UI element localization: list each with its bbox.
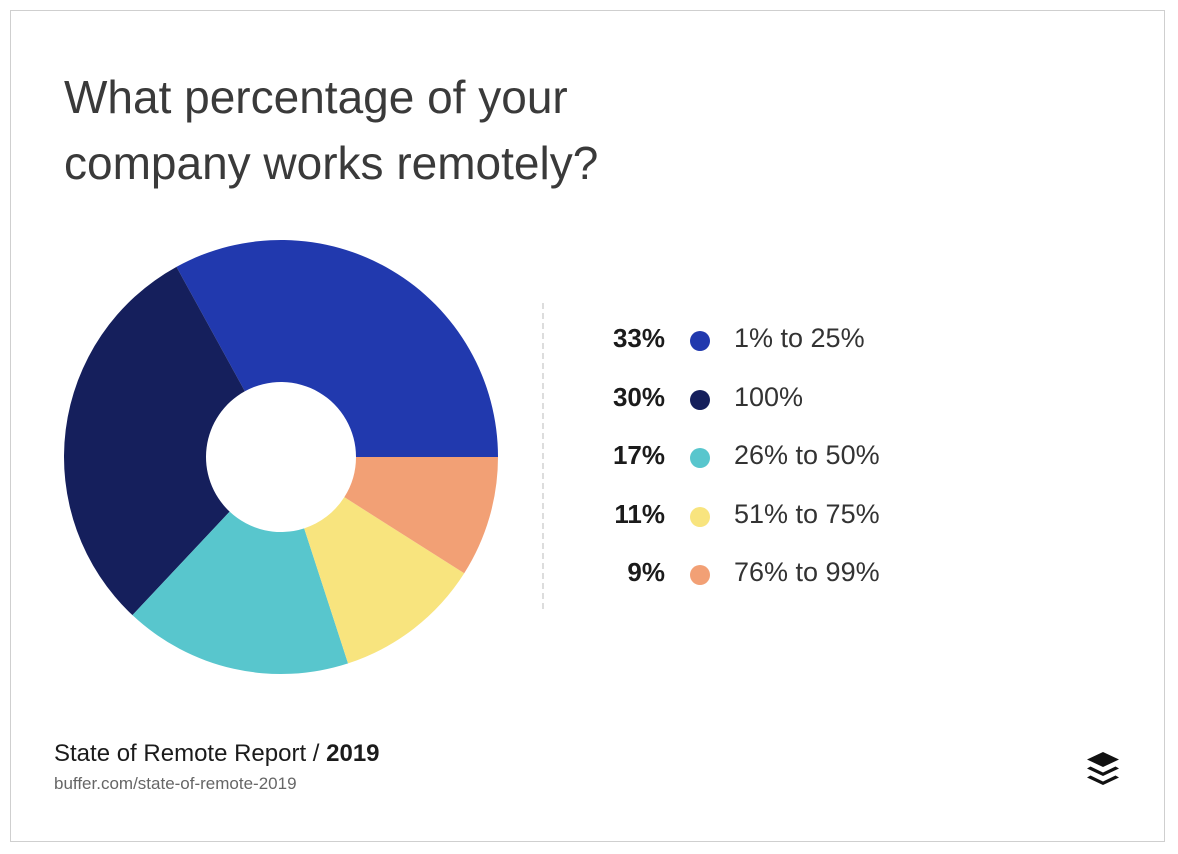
chart-title: What percentage of your company works re…: [64, 64, 684, 196]
legend-value: 33%: [612, 323, 665, 353]
legend-label: 100%: [734, 381, 804, 412]
donut-slice-2: [63, 266, 245, 616]
source-name: State of Remote Report /: [54, 740, 327, 767]
source-title: State of Remote Report / 2019: [54, 740, 380, 768]
donut-slice-5: [344, 457, 498, 574]
legend-color-dot: [690, 506, 710, 527]
legend-label: 51% to 75%: [734, 498, 880, 529]
legend-color-dot: [690, 565, 710, 585]
legend-color-dot: [690, 389, 710, 410]
donut-slice-3: [132, 511, 349, 674]
legend-item: 17% 26% to 50%: [590, 429, 920, 488]
legend-label: 26% to 50%: [734, 440, 880, 470]
legend-value: 17%: [612, 440, 665, 470]
donut-slice-1: [176, 239, 499, 457]
legend-label: 76% to 99%: [734, 557, 880, 587]
source-url: buffer.com/state-of-remote-2019: [54, 774, 297, 793]
legend-item: 11% 51% to 75%: [590, 488, 920, 547]
legend-item: 33% 1% to 25%: [590, 312, 920, 371]
legend-item: 9% 76% to 99%: [590, 546, 920, 605]
legend-value: 9%: [627, 557, 665, 587]
legend-color-dot: [690, 331, 710, 351]
legend-color-dot: [690, 448, 710, 468]
chart-title-line-2: company works remotely?: [64, 137, 599, 189]
legend-value: 11%: [614, 498, 665, 529]
chart-divider: [542, 303, 544, 609]
chart-title-line-1: What percentage of your: [64, 71, 568, 123]
source-year: 2019: [326, 740, 380, 767]
buffer-logo-icon: [1087, 752, 1119, 785]
legend-value: 30%: [612, 381, 665, 412]
donut-chart: [63, 239, 499, 674]
donut-slice-4: [304, 497, 465, 664]
legend: 33% 1% to 25% 30% 100% 17% 26% to 50% 11% 51% t…: [590, 312, 920, 605]
legend-item: 30% 100%: [590, 371, 920, 430]
legend-label: 1% to 25%: [734, 323, 865, 353]
